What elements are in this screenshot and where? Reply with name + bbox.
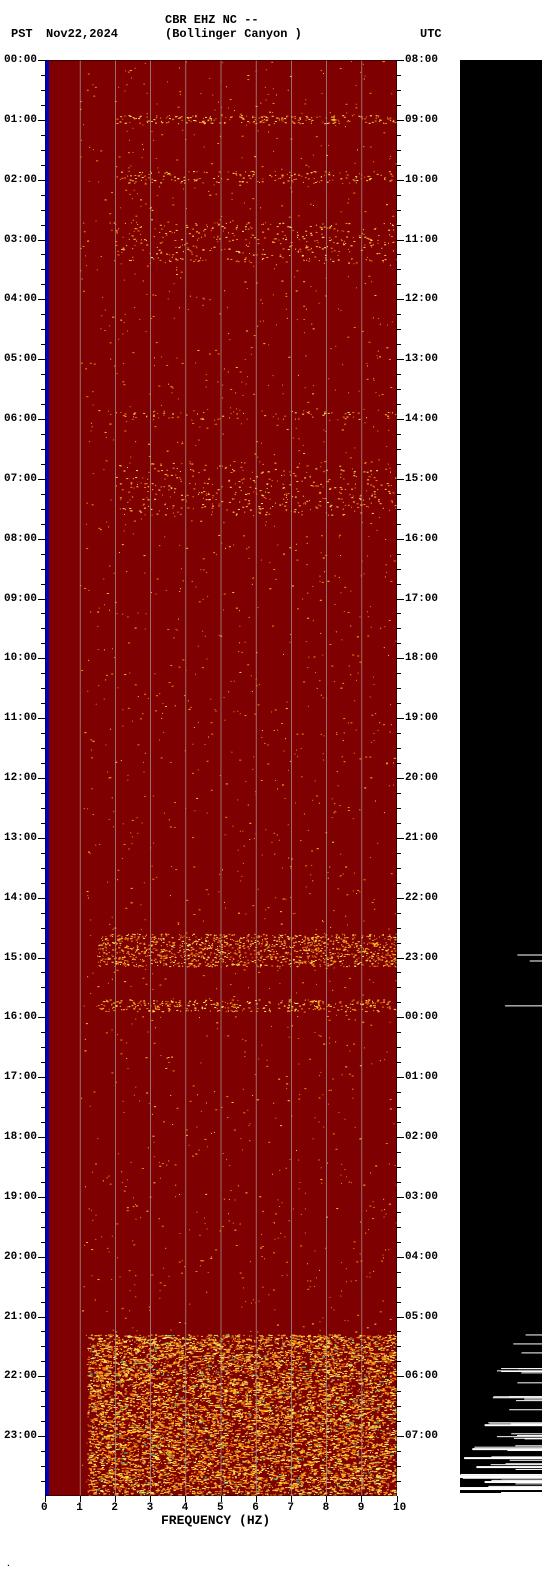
- footnote: .: [6, 1560, 11, 1569]
- title-line-1: CBR EHZ NC --: [165, 13, 259, 27]
- left-y-tick-label: 08:00: [4, 533, 37, 545]
- right-y-tick-label: 15:00: [405, 473, 438, 485]
- left-y-tick-label: 14:00: [4, 892, 37, 904]
- right-y-tick-label: 00:00: [405, 1011, 438, 1023]
- right-y-tick-label: 20:00: [405, 772, 438, 784]
- left-y-tick-label: 21:00: [4, 1311, 37, 1323]
- left-y-tick-label: 05:00: [4, 353, 37, 365]
- right-y-tick-label: 07:00: [405, 1430, 438, 1442]
- x-tick-label: 1: [76, 1502, 83, 1514]
- x-tick-label: 5: [217, 1502, 224, 1514]
- x-tick-label: 3: [147, 1502, 154, 1514]
- right-y-tick-label: 21:00: [405, 832, 438, 844]
- right-y-tick-label: 03:00: [405, 1191, 438, 1203]
- left-y-tick-label: 09:00: [4, 593, 37, 605]
- x-tick-label: 4: [182, 1502, 189, 1514]
- right-y-tick-label: 22:00: [405, 892, 438, 904]
- left-y-tick-label: 10:00: [4, 652, 37, 664]
- left-y-tick-label: 03:00: [4, 234, 37, 246]
- tz-right-label: UTC: [420, 27, 442, 41]
- left-y-tick-label: 01:00: [4, 114, 37, 126]
- amplitude-side-panel: [460, 60, 542, 1496]
- left-y-tick-label: 18:00: [4, 1131, 37, 1143]
- left-y-tick-label: 23:00: [4, 1430, 37, 1442]
- x-tick-label: 2: [111, 1502, 118, 1514]
- left-y-tick-label: 16:00: [4, 1011, 37, 1023]
- right-y-tick-label: 06:00: [405, 1370, 438, 1382]
- left-y-tick-label: 22:00: [4, 1370, 37, 1382]
- left-y-tick-label: 15:00: [4, 952, 37, 964]
- left-y-tick-label: 02:00: [4, 174, 37, 186]
- date-label: Nov22,2024: [46, 27, 118, 41]
- right-y-tick-label: 04:00: [405, 1251, 438, 1263]
- right-y-tick-label: 14:00: [405, 413, 438, 425]
- x-tick-label: 6: [252, 1502, 259, 1514]
- right-y-tick-label: 05:00: [405, 1311, 438, 1323]
- right-y-tick-label: 08:00: [405, 54, 438, 66]
- x-tick-label: 8: [323, 1502, 330, 1514]
- right-y-tick-label: 12:00: [405, 293, 438, 305]
- left-y-tick-label: 13:00: [4, 832, 37, 844]
- x-tick-label: 9: [358, 1502, 365, 1514]
- right-y-tick-label: 11:00: [405, 234, 438, 246]
- left-y-tick-label: 11:00: [4, 712, 37, 724]
- right-y-tick-label: 19:00: [405, 712, 438, 724]
- spectrogram-plot: [45, 60, 397, 1496]
- x-tick-label: 0: [41, 1502, 48, 1514]
- right-y-tick-label: 23:00: [405, 952, 438, 964]
- left-y-tick-label: 07:00: [4, 473, 37, 485]
- right-y-tick-label: 16:00: [405, 533, 438, 545]
- x-axis-label: FREQUENCY (HZ): [161, 1513, 270, 1528]
- right-y-tick-label: 02:00: [405, 1131, 438, 1143]
- right-y-tick-label: 09:00: [405, 114, 438, 126]
- x-tick-label: 7: [287, 1502, 294, 1514]
- right-y-tick-label: 18:00: [405, 652, 438, 664]
- left-y-tick-label: 19:00: [4, 1191, 37, 1203]
- title-line-2: (Bollinger Canyon ): [165, 27, 302, 41]
- tz-left-label: PST: [11, 27, 33, 41]
- left-y-tick-label: 12:00: [4, 772, 37, 784]
- right-y-tick-label: 13:00: [405, 353, 438, 365]
- left-y-tick-label: 00:00: [4, 54, 37, 66]
- right-y-tick-label: 01:00: [405, 1071, 438, 1083]
- right-y-tick-label: 17:00: [405, 593, 438, 605]
- left-y-tick-label: 06:00: [4, 413, 37, 425]
- left-y-tick-label: 04:00: [4, 293, 37, 305]
- left-y-tick-label: 20:00: [4, 1251, 37, 1263]
- x-tick-label: 10: [393, 1502, 406, 1514]
- right-y-tick-label: 10:00: [405, 174, 438, 186]
- left-y-tick-label: 17:00: [4, 1071, 37, 1083]
